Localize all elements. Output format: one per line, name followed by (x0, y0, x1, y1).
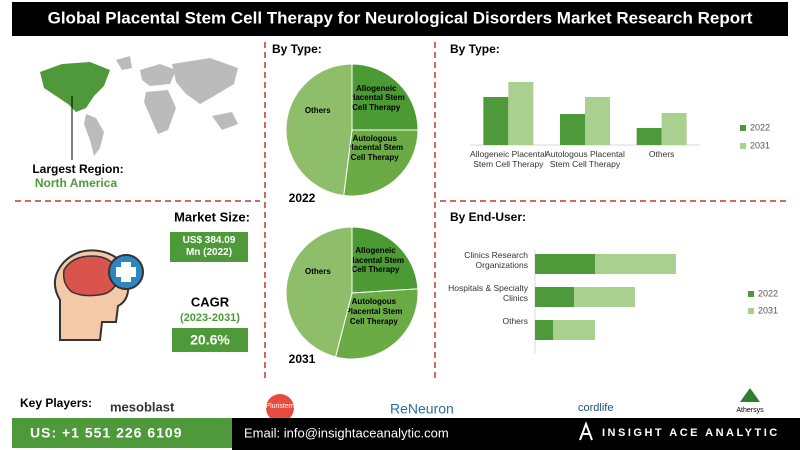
x-tick-label: Others (648, 149, 675, 159)
player-logo: mesoblast (110, 399, 175, 414)
market-size-fo: US$ 384.09 Mn (2022) (182, 235, 236, 258)
pie-slice (285, 63, 353, 197)
slice-label: Others (305, 266, 331, 276)
header-bar (12, 2, 788, 36)
cagr-label: CAGR (191, 294, 230, 309)
y-tick-label-box: Clinics Research Organizations (464, 250, 528, 271)
market-size-label: Market Size: (174, 209, 250, 224)
x-tick-label-box: Autologous Placental Stem Cell Therapy (545, 149, 625, 170)
slice-label-box: Autologous Placental Stem Cell Therapy (346, 133, 404, 162)
x-tick-label-box: Allogeneic Placental Stem Cell Therapy (470, 149, 547, 170)
bar (553, 320, 595, 340)
slice-label: Allogeneic Placental Stem Cell Therapy (347, 83, 405, 112)
bar (535, 254, 595, 274)
region-value: North America (35, 176, 118, 190)
legend-label: 2022 (750, 122, 770, 132)
slice-label-box: Others (304, 105, 331, 115)
legend-swatch (740, 143, 746, 149)
player-logo: Pluristem (265, 403, 294, 410)
bar (483, 97, 509, 145)
cagr-box (172, 328, 248, 352)
phone: US: +1 551 226 6109 (30, 425, 183, 441)
bar (508, 82, 534, 145)
bar (595, 254, 676, 274)
title: Global Placental Stem Cell Therapy for N… (48, 8, 753, 27)
x-tick-label: Autologous Placental Stem Cell Therapy (545, 149, 625, 170)
y-tick-label: Hospitals & Specialty Clinics (448, 283, 528, 304)
x-tick-label: Allogeneic Placental Stem Cell Therapy (470, 149, 547, 170)
pie-slice (285, 226, 353, 358)
legend-swatch (740, 125, 746, 131)
pie-slice (334, 288, 419, 360)
phone-box (12, 418, 232, 448)
player-logo: cordlife (578, 402, 613, 414)
region-label: Largest Region: (32, 162, 123, 176)
slice-label: Others (304, 105, 331, 115)
bar (636, 128, 662, 145)
y-tick-label: Clinics Research Organizations (464, 250, 528, 271)
footer-bar (232, 418, 800, 450)
legend-label: 2022 (758, 288, 778, 298)
chart-title: By End-User: (450, 210, 526, 224)
slice-label-box: Allogeneic Placental Stem Cell Therapy (347, 83, 405, 112)
email: Email: info@insightaceanalytic.com (244, 425, 449, 440)
player-logo-mark (266, 394, 294, 422)
slice-label-box: Allogeneic Placental Stem Cell Therapy (347, 245, 404, 275)
market-size-box (170, 232, 248, 262)
bar (560, 114, 585, 145)
slice-label: Allogeneic Placental Stem Cell Therapy (347, 245, 404, 275)
x-tick-label-box: Others (648, 149, 675, 159)
market-size-value: US$ 384.09 Mn (2022) (182, 235, 236, 258)
pie-slice (351, 63, 419, 131)
pie-slice (351, 226, 419, 294)
brain-icon (53, 249, 144, 341)
bar (574, 287, 635, 307)
player-logo: ReNeuron (390, 401, 454, 417)
legend-label: 2031 (758, 305, 778, 315)
brand: INSIGHT ACE ANALYTIC (602, 427, 780, 439)
slice-label-box: Autologous Placental Stem Cell Therapy (345, 297, 403, 326)
brand-mark (579, 421, 593, 441)
player-logo-mark (740, 388, 760, 402)
slice-label: Autologous Placental Stem Cell Therapy (345, 297, 403, 326)
y-tick-label-box: Others (502, 316, 528, 326)
pie-slice (343, 129, 419, 197)
pie-year: 2022 (289, 191, 316, 205)
key-players-label: Key Players: (20, 396, 92, 410)
cagr-value: 20.6% (190, 332, 230, 348)
chart-title: By Type: (450, 42, 500, 56)
cagr-period: (2023-2031) (180, 312, 240, 324)
legend-swatch (748, 308, 754, 314)
bar (585, 97, 610, 145)
legend-swatch (748, 291, 754, 297)
legend-label: 2031 (750, 140, 770, 150)
slice-label: Autologous Placental Stem Cell Therapy (346, 133, 404, 162)
chart-title: By Type: (272, 42, 322, 56)
slice-label-box: Others (305, 266, 331, 276)
bar (535, 287, 574, 307)
pie-year: 2031 (289, 352, 316, 366)
bar (535, 320, 553, 340)
world-map (40, 56, 238, 160)
bar (661, 113, 687, 145)
player-logo: Athersys (736, 407, 764, 414)
y-tick-label: Others (502, 316, 528, 326)
y-tick-label-box: Hospitals & Specialty Clinics (448, 283, 528, 304)
